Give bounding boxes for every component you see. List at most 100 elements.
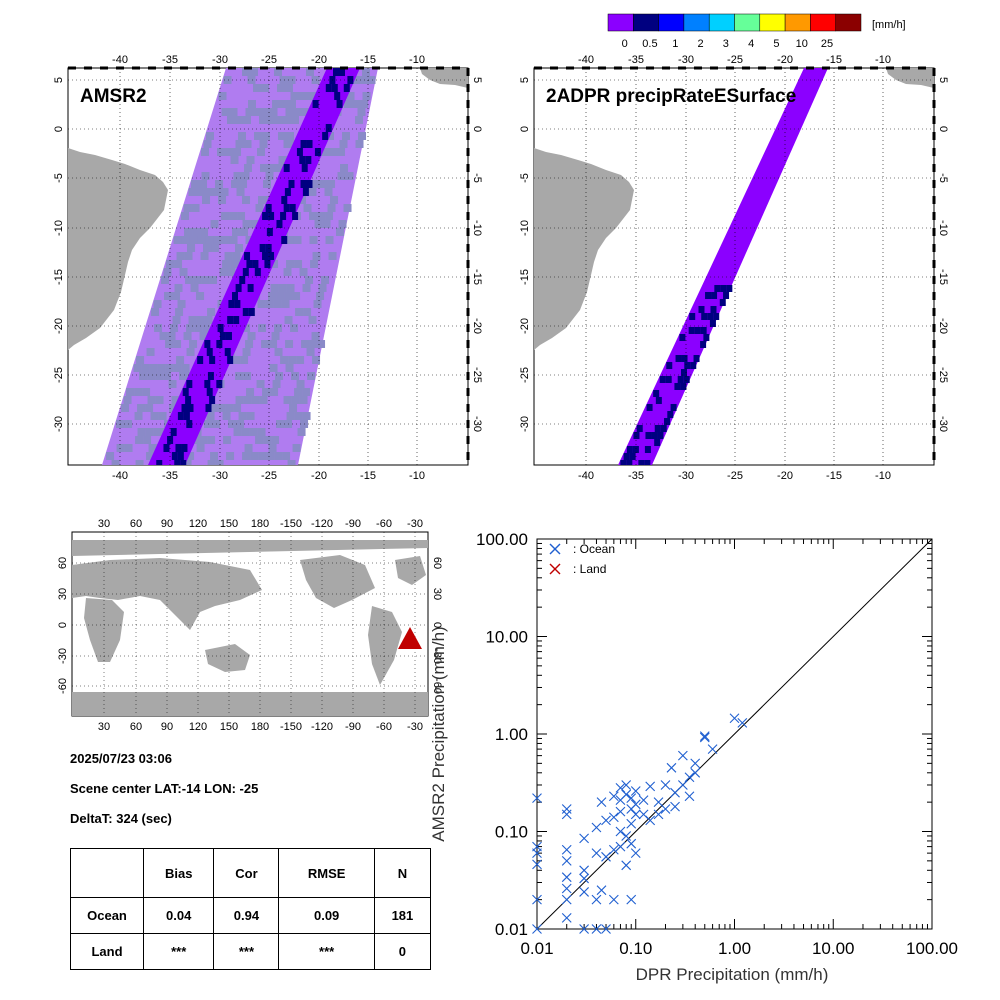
colorbar-swatch: [835, 13, 862, 32]
world-land: [72, 540, 428, 716]
swath-pixel: [275, 116, 284, 124]
one-to-one-line: [536, 538, 933, 930]
world-bottom-lon-tick: -120: [311, 721, 333, 733]
heavy-rain-pixel: [626, 460, 633, 465]
swath-pixel: [318, 284, 327, 292]
scatter-point: [561, 855, 572, 866]
swath-pixel: [173, 340, 182, 348]
scatter-point: [645, 781, 656, 792]
swath-pixel: [235, 372, 244, 380]
swath-pixel: [159, 332, 168, 340]
swath-pixel: [154, 324, 163, 332]
right-lat-tick-label: -30: [471, 416, 483, 432]
swath-pixel: [274, 324, 283, 332]
amsr2-map: -40 -40 -35 -35 -30 -30 -25 -25 -20 -20 -15 -15 -10 -…: [53, 54, 483, 482]
stats-header-bias: Bias: [142, 848, 215, 898]
heavy-rain-pixel: [306, 180, 313, 188]
swath-pixel: [362, 92, 371, 100]
y-tick-label: 0.01: [495, 920, 528, 939]
heavy-rain-pixel: [266, 228, 273, 236]
swath-pixel: [303, 204, 312, 212]
heavy-rain-pixel: [187, 404, 194, 412]
swath-pixel: [227, 116, 236, 124]
right-lat-tick-label: -20: [471, 318, 483, 334]
colorbar-tick-label: 1: [672, 38, 678, 50]
heavy-rain-pixel: [623, 453, 630, 460]
bottom-lon-tick-label: -15: [826, 470, 842, 482]
swath-pixel: [226, 452, 235, 460]
swath-pixel: [276, 164, 285, 172]
heavy-rain-pixel: [252, 260, 259, 268]
heavy-rain-pixel: [626, 446, 633, 453]
heavy-rain-pixel: [233, 316, 240, 324]
right-lat-tick-label: -10: [471, 220, 483, 236]
swath-pixel: [274, 452, 283, 460]
swath-pixel: [270, 284, 279, 292]
heavy-rain-pixel: [322, 132, 329, 140]
heavy-rain-pixel: [667, 411, 674, 418]
swath-pixel: [221, 108, 230, 116]
heavy-rain-pixel: [651, 432, 658, 439]
swath-pixel: [218, 92, 227, 100]
heavy-rain-pixel: [653, 390, 660, 397]
x-tick-label: 0.01: [520, 939, 553, 958]
heavy-rain-pixel: [644, 446, 651, 453]
swath-pixel: [243, 396, 252, 404]
scatter-point: [645, 815, 656, 826]
y-tick-label: 10.00: [485, 628, 528, 647]
swath-pixel: [204, 188, 213, 196]
swath-pixel: [236, 188, 245, 196]
scatter-point: [532, 793, 542, 804]
scatter-point: [677, 750, 688, 761]
heavy-rain-pixel: [694, 327, 701, 334]
heavy-rain-pixel: [657, 432, 664, 439]
swath-pixel: [237, 212, 246, 220]
heavy-rain-pixel: [186, 380, 193, 388]
amsr2-title: AMSR2: [80, 86, 147, 107]
swath-pixel: [306, 92, 315, 100]
heavy-rain-pixel: [705, 292, 712, 299]
heavy-rain-pixel: [620, 460, 627, 465]
swath-pixel: [291, 116, 300, 124]
swath-pixel: [301, 340, 310, 348]
scatter-point: [626, 894, 637, 905]
swath-pixel: [242, 348, 251, 356]
heavy-rain-pixel: [234, 300, 241, 308]
swath-pixel: [172, 316, 181, 324]
swath-pixel: [204, 316, 213, 324]
world-right-lat-tick: -60: [431, 678, 443, 694]
bottom-lon-tick-label: -30: [212, 470, 228, 482]
stats-cor: 0.94: [213, 897, 280, 934]
heavy-rain-pixel: [228, 300, 235, 308]
swath-pixel: [280, 100, 289, 108]
swath-pixel: [111, 460, 120, 465]
swath-pixel: [359, 76, 368, 84]
right-lat-tick-label: -25: [937, 367, 949, 383]
swath-pixel: [322, 220, 331, 228]
world-bottom-lon-tick: 150: [220, 721, 238, 733]
scatter-point: [532, 859, 542, 870]
scatter-point: [596, 797, 607, 808]
heavy-rain-pixel: [679, 334, 686, 341]
swath-pixel: [283, 140, 292, 148]
swath-pixel: [329, 148, 338, 156]
swath-pixel: [233, 172, 242, 180]
swath-pixel: [355, 116, 364, 124]
swath-pixel: [242, 68, 250, 76]
swath-pixel: [297, 428, 306, 436]
heavy-rain-pixel: [632, 446, 639, 453]
swath-pixel: [271, 436, 280, 444]
swath-pixel: [317, 212, 326, 220]
swath-pixel: [223, 76, 232, 84]
heavy-rain-pixel: [334, 92, 341, 100]
scatter-point: [608, 844, 619, 855]
swath-pixel: [257, 148, 266, 156]
swath-pixel: [191, 180, 200, 188]
swath-pixel: [255, 436, 264, 444]
colorbar: 0 0.5 1 2 3 4 5 10 25 [mm/h]: [607, 13, 906, 50]
south-america-land-right: [534, 148, 634, 350]
world-top-lon-tick: 150: [220, 518, 238, 530]
swath-pixel: [175, 308, 184, 316]
dpr-swath-heavy-rain: [620, 285, 733, 465]
swath-pixel: [253, 84, 262, 92]
